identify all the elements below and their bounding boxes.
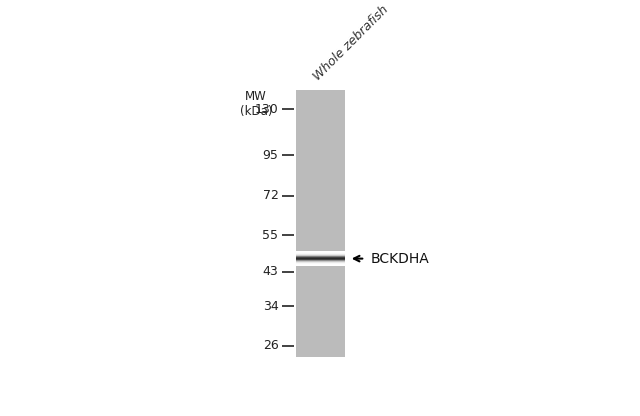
Bar [296, 257, 346, 258]
Bar [296, 258, 346, 259]
Bar [296, 257, 346, 258]
Bar [296, 262, 346, 263]
Bar [296, 255, 346, 256]
Bar [296, 252, 346, 253]
Bar [296, 263, 346, 264]
Bar [296, 261, 346, 262]
Bar [296, 255, 346, 256]
Text: BCKDHA: BCKDHA [370, 252, 429, 265]
Text: 55: 55 [262, 229, 278, 242]
Text: 95: 95 [262, 149, 278, 162]
Bar [296, 263, 346, 264]
Bar [296, 256, 346, 257]
Bar [296, 262, 346, 263]
Text: 26: 26 [262, 339, 278, 352]
Bar [296, 260, 346, 261]
Bar [296, 261, 346, 262]
Text: MW
(kDa): MW (kDa) [240, 90, 273, 118]
Bar [296, 259, 346, 260]
Text: 34: 34 [262, 300, 278, 313]
Bar [296, 257, 346, 258]
Bar [296, 256, 346, 257]
Text: 72: 72 [262, 189, 278, 203]
Bar [296, 259, 346, 260]
Bar [296, 254, 346, 255]
Bar [296, 251, 346, 252]
Bar [296, 261, 346, 262]
Text: Whole zebrafish: Whole zebrafish [312, 3, 392, 84]
Bar [296, 260, 346, 261]
Bar [296, 253, 346, 254]
Bar [296, 262, 346, 263]
Bar [296, 253, 346, 254]
Bar [296, 260, 346, 261]
Bar [296, 264, 346, 265]
Bar [296, 253, 346, 254]
Bar [296, 258, 346, 259]
Bar [296, 265, 346, 266]
Text: 130: 130 [255, 102, 278, 116]
Bar [296, 258, 346, 259]
Bar [296, 259, 346, 260]
Bar [296, 252, 346, 253]
Bar [296, 254, 346, 255]
Bar [296, 263, 346, 264]
Bar [296, 252, 346, 253]
Bar [296, 264, 346, 265]
Bar [296, 251, 346, 252]
Bar [296, 254, 346, 255]
Bar [296, 263, 346, 264]
Bar [296, 264, 346, 265]
Bar [296, 256, 346, 257]
Text: 43: 43 [262, 265, 278, 278]
Bar [296, 255, 346, 256]
